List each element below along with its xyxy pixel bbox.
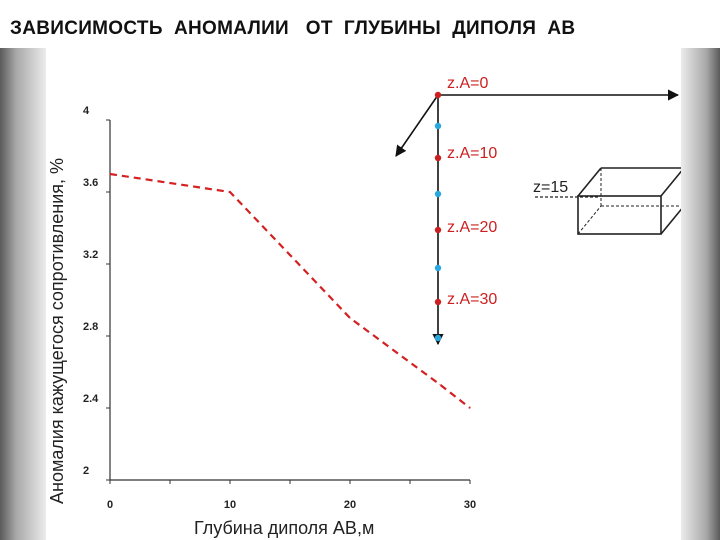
x-tick-label: 10 (224, 499, 236, 511)
x-tick-label: 20 (344, 499, 356, 511)
labels-layer: Глубина диполя АВ,м Аномалия кажущегося … (47, 158, 374, 538)
series-layer (109, 172, 471, 409)
data-point (469, 407, 471, 409)
anomaly-body-box (577, 167, 681, 235)
data-point (229, 191, 231, 193)
frame-left-edge (0, 48, 46, 540)
data-point (439, 384, 441, 386)
ticks-layer: 2 2.4 2.8 3.2 3.6 4 0 10 20 30 (83, 105, 476, 511)
y-tick-label: 2.4 (83, 393, 99, 405)
chart: 2 2.4 2.8 3.2 3.6 4 0 10 20 30 z.A=0 z.A=10 z.A=2… (47, 75, 681, 538)
plot-area: 2 2.4 2.8 3.2 3.6 4 0 10 20 30 z.A=0 z.A=10 z.A=2… (46, 72, 681, 540)
data-point (109, 173, 111, 175)
depth-marker-blue (434, 334, 442, 342)
y-tick-label: 3.6 (83, 177, 98, 189)
slide-title: ЗАВИСИМОСТЬ АНОМАЛИИ ОТ ГЛУБИНЫ ДИПОЛЯ А… (10, 18, 576, 39)
depth-marker-blue (434, 264, 442, 272)
depth-label-10: z.A=10 (447, 145, 497, 162)
x-axis-title: Глубина диполя АВ,м (194, 518, 374, 538)
frame-right-edge (681, 48, 720, 540)
depth-marker-red (434, 91, 442, 99)
depth-marker-red (434, 226, 442, 234)
y-tick-label: 4 (83, 105, 90, 117)
schematic-layer: z.A=0 z.A=10 z.A=20 z.A=30 z=15 (395, 75, 681, 346)
anomaly-curve (109, 172, 471, 409)
profile-diagonal-arrow (395, 94, 439, 157)
depth-label-30: z.A=30 (447, 291, 497, 308)
depth-label-20: z.A=20 (447, 219, 497, 236)
depth-marker-red (434, 154, 442, 162)
y-tick-label: 2 (83, 465, 89, 477)
axes-layer (109, 120, 470, 481)
data-point (349, 317, 351, 319)
y-tick-label: 3.2 (83, 249, 98, 261)
body-depth-label: z=15 (533, 179, 568, 196)
depth-marker-red (434, 298, 442, 306)
x-tick-label: 30 (464, 499, 476, 511)
depth-label-0: z.A=0 (447, 75, 488, 92)
y-axis-title: Аномалия кажущегося сопротивления, % (47, 158, 67, 504)
x-tick-label: 0 (107, 499, 113, 511)
depth-marker-blue (434, 190, 442, 198)
depth-marker-blue (434, 122, 442, 130)
y-tick-label: 2.8 (83, 321, 98, 333)
